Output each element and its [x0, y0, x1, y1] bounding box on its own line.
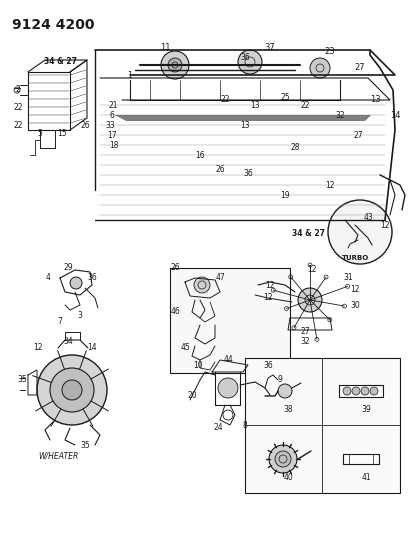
Circle shape — [161, 51, 189, 79]
Text: 32: 32 — [335, 110, 345, 119]
Text: 26: 26 — [80, 120, 90, 130]
Text: 27: 27 — [355, 63, 365, 72]
Text: 35: 35 — [17, 376, 27, 384]
Circle shape — [361, 387, 369, 395]
Text: 33: 33 — [105, 120, 115, 130]
Text: 22: 22 — [220, 95, 230, 104]
Text: 36: 36 — [243, 168, 253, 177]
Text: 45: 45 — [180, 343, 190, 352]
Text: 11: 11 — [160, 43, 170, 52]
Circle shape — [37, 355, 107, 425]
Text: 9: 9 — [277, 376, 282, 384]
Text: 19: 19 — [280, 190, 290, 199]
Text: 8: 8 — [242, 421, 247, 430]
Text: 25: 25 — [280, 93, 290, 101]
Text: 47: 47 — [215, 273, 225, 282]
Circle shape — [238, 50, 262, 74]
Text: 34: 34 — [63, 337, 73, 346]
Text: 46: 46 — [170, 308, 180, 317]
Circle shape — [275, 451, 291, 467]
Text: 15: 15 — [57, 128, 67, 138]
Text: 31: 31 — [343, 273, 353, 282]
Text: 34 & 27: 34 & 27 — [44, 58, 76, 67]
Text: 16: 16 — [195, 150, 205, 159]
Text: 7: 7 — [58, 318, 62, 327]
Text: 13: 13 — [369, 95, 380, 104]
Text: 18: 18 — [109, 141, 119, 149]
Text: 1: 1 — [128, 70, 132, 79]
Text: 2: 2 — [16, 85, 21, 94]
Circle shape — [343, 387, 351, 395]
Text: 4: 4 — [46, 273, 51, 282]
Text: 36: 36 — [87, 273, 97, 282]
Circle shape — [298, 288, 322, 312]
Text: 36: 36 — [263, 360, 273, 369]
Text: 36: 36 — [240, 52, 250, 61]
Circle shape — [310, 58, 330, 78]
Bar — [170, 268, 290, 373]
Text: 6: 6 — [110, 110, 114, 119]
Text: 27: 27 — [353, 131, 363, 140]
Text: 12: 12 — [307, 265, 317, 274]
Text: 21: 21 — [108, 101, 118, 109]
Text: 17: 17 — [107, 131, 117, 140]
Bar — [245, 358, 400, 493]
Circle shape — [168, 58, 182, 72]
Text: 44: 44 — [223, 356, 233, 365]
Text: 12: 12 — [265, 280, 275, 289]
Text: 35: 35 — [80, 440, 90, 449]
Circle shape — [278, 384, 292, 398]
Text: 22: 22 — [300, 101, 310, 109]
Text: 23: 23 — [325, 47, 335, 56]
Text: 3: 3 — [78, 311, 83, 319]
Text: 28: 28 — [290, 143, 300, 152]
Text: 39: 39 — [361, 405, 371, 414]
Circle shape — [269, 445, 297, 473]
Circle shape — [370, 387, 378, 395]
Circle shape — [194, 277, 210, 293]
Text: 13: 13 — [240, 120, 250, 130]
Circle shape — [70, 277, 82, 289]
Text: 5: 5 — [37, 128, 42, 138]
Text: 20: 20 — [187, 391, 197, 400]
Text: 41: 41 — [361, 472, 371, 481]
Circle shape — [352, 387, 360, 395]
Text: 13: 13 — [250, 101, 260, 109]
Text: 29: 29 — [63, 263, 73, 272]
Text: 10: 10 — [193, 360, 203, 369]
Text: 22: 22 — [13, 103, 23, 112]
Text: 38: 38 — [283, 405, 293, 414]
Text: 43: 43 — [363, 214, 373, 222]
Text: 37: 37 — [265, 43, 275, 52]
Text: 32: 32 — [300, 337, 310, 346]
Text: 12: 12 — [380, 221, 390, 230]
Text: 26: 26 — [170, 263, 180, 272]
Text: 40: 40 — [283, 472, 293, 481]
Text: 12: 12 — [350, 286, 360, 295]
Text: 27: 27 — [300, 327, 310, 336]
Text: TURBO: TURBO — [342, 255, 369, 261]
Text: 24: 24 — [213, 424, 223, 432]
Text: 12: 12 — [325, 181, 335, 190]
Text: 9124 4200: 9124 4200 — [12, 18, 95, 32]
Text: 34 & 27: 34 & 27 — [291, 229, 325, 238]
Text: 30: 30 — [350, 301, 360, 310]
Circle shape — [62, 380, 82, 400]
Text: 14: 14 — [87, 343, 97, 352]
Text: 26: 26 — [215, 166, 225, 174]
Text: 12: 12 — [263, 294, 273, 303]
Circle shape — [50, 368, 94, 412]
Text: 14: 14 — [390, 110, 400, 119]
Text: 22: 22 — [13, 120, 23, 130]
Circle shape — [328, 200, 392, 264]
Text: W/HEATER: W/HEATER — [38, 451, 78, 461]
Circle shape — [218, 378, 238, 398]
Text: 12: 12 — [33, 343, 43, 352]
